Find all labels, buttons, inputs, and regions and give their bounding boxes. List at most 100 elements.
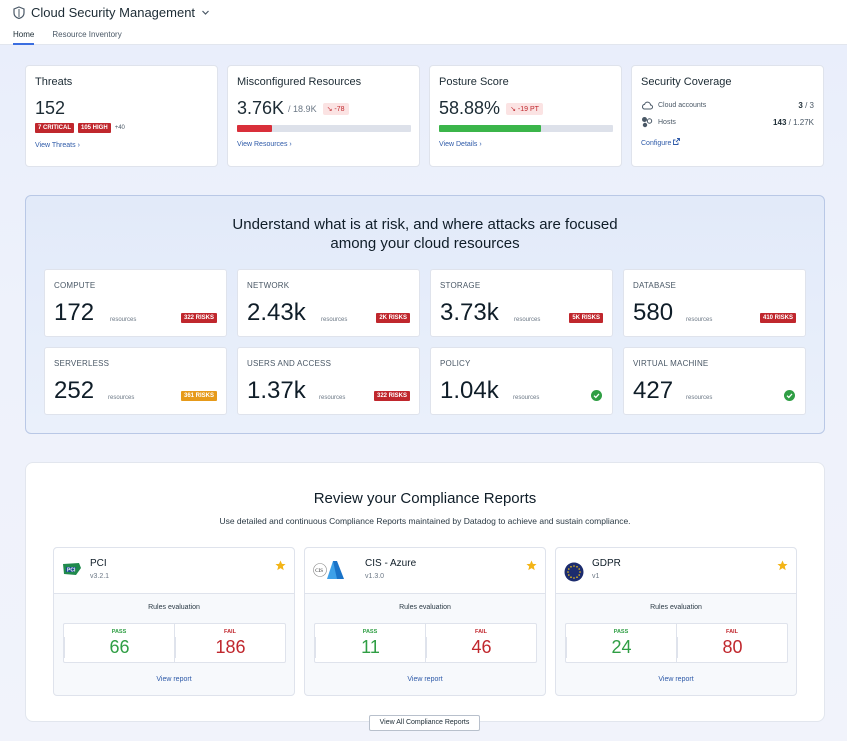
risk-card-unit: resources — [686, 317, 713, 323]
risk-overview-panel: Understand what is at risk, and where at… — [25, 195, 825, 434]
view-resources-link[interactable]: View Resources › — [237, 141, 410, 148]
trend-down-icon: ↘ — [326, 105, 333, 113]
cis-azure-logo-icon: CIS — [313, 561, 344, 579]
app-title[interactable]: Cloud Security Management — [31, 5, 196, 20]
framework-version: v3.2.1 — [90, 573, 110, 580]
view-threats-label: View Threats — [35, 142, 76, 149]
risk-card-title: NETWORK — [247, 281, 290, 290]
risk-card-unit: resources — [513, 395, 540, 401]
fail-count: 46 — [426, 637, 536, 658]
configure-link[interactable]: Configure — [641, 138, 814, 147]
check-circle-icon — [784, 390, 795, 401]
risk-card-serverless[interactable]: SERVERLESS 252 resources 361 RISKS — [44, 347, 227, 415]
pass-cell: PASS 24 — [566, 624, 676, 662]
rules-summary: PASS 24 FAIL 80 — [565, 623, 788, 663]
rules-evaluation-label: Rules evaluation — [399, 604, 451, 611]
risk-badge: 322 RISKS — [373, 391, 410, 401]
risk-card-title: VIRTUAL MACHINE — [633, 359, 709, 368]
view-all-compliance-button[interactable]: View All Compliance Reports — [369, 715, 480, 731]
compliance-heading: Review your Compliance Reports — [313, 490, 537, 507]
fail-cell: FAIL 80 — [676, 624, 787, 662]
coverage-title: Security Coverage — [641, 76, 732, 88]
pass-cell: PASS 11 — [315, 624, 425, 662]
more-count: +40 — [114, 125, 125, 131]
pass-cell: PASS 66 — [64, 624, 174, 662]
threats-card: Threats 152 7 CRITICAL 105 HIGH +40 View… — [25, 65, 218, 167]
risk-card-value: 3.73k — [440, 299, 499, 326]
view-details-label: View Details — [439, 141, 478, 148]
risk-badge: 5K RISKS — [569, 313, 603, 323]
view-details-link[interactable]: View Details › — [439, 141, 612, 148]
posture-progress-fill — [439, 125, 542, 132]
risk-heading-line2: among your cloud resources — [330, 235, 520, 252]
risk-card-title: COMPUTE — [54, 281, 96, 290]
pass-count: 24 — [566, 637, 676, 658]
risk-card-value: 172 — [54, 299, 95, 326]
risk-card-value: 2.43k — [247, 299, 306, 326]
misconfigured-delta: ↘ -78 — [322, 102, 349, 115]
check-circle-icon — [591, 390, 602, 401]
compliance-panel: Review your Compliance Reports Use detai… — [25, 462, 825, 722]
compliance-card-pci: PCI PCI v3.2.1 Rules evaluation PASS 66 F… — [53, 547, 295, 696]
framework-name: PCI — [90, 558, 107, 569]
star-icon[interactable] — [526, 560, 537, 571]
framework-name: GDPR — [592, 558, 621, 569]
hosts-row: Hosts 143 / 1.27K — [641, 116, 814, 128]
compliance-card-header: PCI PCI v3.2.1 — [54, 548, 294, 594]
risk-badge: 2K RISKS — [376, 313, 410, 323]
star-icon[interactable] — [777, 560, 788, 571]
view-report-link[interactable]: View report — [407, 676, 443, 683]
compliance-subheading: Use detailed and continuous Compliance R… — [219, 516, 631, 526]
view-report-link[interactable]: View report — [156, 676, 192, 683]
misconfigured-progress — [237, 125, 411, 132]
risk-card-users-and-access[interactable]: USERS AND ACCESS 1.37k resources 322 RISK… — [237, 347, 420, 415]
risk-card-value: 427 — [633, 377, 674, 404]
risk-card-storage[interactable]: STORAGE 3.73k resources 5K RISKS — [430, 269, 613, 337]
chevron-right-icon: › — [479, 141, 482, 148]
hosts-value: 143 — [773, 117, 787, 127]
risk-badge: 410 RISKS — [759, 313, 796, 323]
rules-summary: PASS 11 FAIL 46 — [314, 623, 537, 663]
compliance-card-header: GDPR v1 — [556, 548, 796, 594]
hosts-icon — [642, 117, 653, 128]
rules-summary: PASS 66 FAIL 186 — [63, 623, 286, 663]
framework-logo: CIS — [313, 560, 345, 585]
chevron-down-icon[interactable] — [201, 8, 210, 17]
risk-card-network[interactable]: NETWORK 2.43k resources 2K RISKS — [237, 269, 420, 337]
cloud-accounts-row: Cloud accounts 3 / 3 — [641, 101, 814, 110]
tab-resource-inventory[interactable]: Resource Inventory — [52, 30, 122, 39]
pass-count: 66 — [64, 637, 174, 658]
risk-card-compute[interactable]: COMPUTE 172 resources 322 RISKS — [44, 269, 227, 337]
misconfigured-progress-fill — [237, 125, 272, 132]
tab-home[interactable]: Home — [13, 25, 35, 45]
risk-card-policy[interactable]: POLICY 1.04k resources — [430, 347, 613, 415]
misconfigured-card: Misconfigured Resources 3.76K/ 18.9K ↘ -7… — [227, 65, 420, 167]
risk-card-value: 580 — [633, 299, 674, 326]
gdpr-logo-icon — [564, 562, 584, 582]
risk-card-unit: resources — [514, 317, 541, 323]
view-threats-link[interactable]: View Threats › — [35, 142, 208, 149]
star-icon[interactable] — [275, 560, 286, 571]
risk-card-virtual-machine[interactable]: VIRTUAL MACHINE 427 resources — [623, 347, 806, 415]
fail-cell: FAIL 46 — [425, 624, 536, 662]
compliance-card-gdpr: GDPR v1 Rules evaluation PASS 24 FAIL 80 V… — [555, 547, 797, 696]
risk-card-title: POLICY — [440, 359, 471, 368]
cloud-icon — [642, 101, 653, 110]
pass-label: PASS — [613, 629, 629, 635]
risk-card-database[interactable]: DATABASE 580 resources 410 RISKS — [623, 269, 806, 337]
pass-label: PASS — [362, 629, 378, 635]
fail-label: FAIL — [475, 629, 487, 635]
risk-card-value: 1.04k — [440, 377, 499, 404]
framework-version: v1 — [592, 573, 600, 580]
fail-count: 186 — [175, 637, 285, 658]
posture-delta-value: -19 PT — [517, 105, 539, 113]
risk-heading-line1: Understand what is at risk, and where at… — [232, 216, 618, 233]
posture-value: 58.88% — [439, 98, 501, 118]
risk-heading: Understand what is at risk, and where at… — [26, 215, 824, 253]
rules-evaluation-label: Rules evaluation — [650, 604, 702, 611]
svg-text:CIS: CIS — [315, 569, 323, 574]
posture-delta: ↘ -19 PT — [506, 102, 543, 115]
risk-card-unit: resources — [321, 317, 348, 323]
view-report-link[interactable]: View report — [658, 676, 694, 683]
svg-text:PCI: PCI — [67, 568, 76, 574]
